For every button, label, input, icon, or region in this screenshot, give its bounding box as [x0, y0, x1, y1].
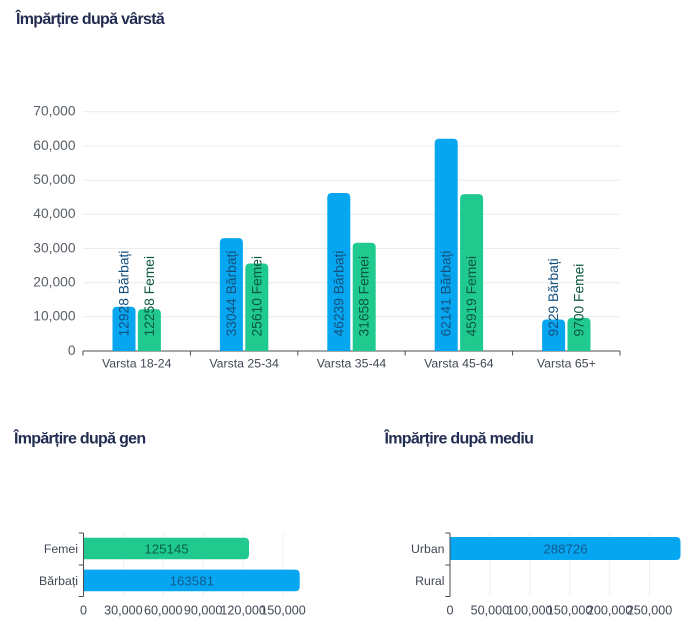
- svg-text:50,000: 50,000: [471, 603, 510, 617]
- svg-text:31658 Femei: 31658 Femei: [357, 256, 372, 337]
- svg-text:20,000: 20,000: [33, 275, 76, 290]
- svg-text:0: 0: [446, 603, 453, 617]
- svg-text:30,000: 30,000: [33, 240, 76, 255]
- svg-text:Femei: Femei: [44, 542, 78, 556]
- svg-text:9700 Femei: 9700 Femei: [572, 264, 587, 337]
- svg-text:30,000: 30,000: [104, 603, 143, 617]
- svg-text:60,000: 60,000: [33, 138, 76, 153]
- svg-text:0: 0: [80, 603, 87, 617]
- svg-text:10,000: 10,000: [33, 309, 76, 324]
- svg-text:12928 Bărbați: 12928 Bărbați: [117, 251, 132, 337]
- svg-text:200,000: 200,000: [587, 603, 633, 617]
- svg-text:100,000: 100,000: [507, 603, 553, 617]
- svg-text:125145: 125145: [144, 541, 188, 556]
- svg-text:50,000: 50,000: [33, 172, 76, 187]
- svg-text:25610 Femei: 25610 Femei: [249, 256, 264, 337]
- svg-text:Varsta 18-24: Varsta 18-24: [102, 357, 172, 371]
- svg-text:150,000: 150,000: [547, 603, 593, 617]
- svg-text:Urban: Urban: [411, 542, 445, 556]
- svg-text:Rural: Rural: [415, 574, 444, 588]
- svg-text:40,000: 40,000: [33, 206, 76, 221]
- svg-text:Bărbați: Bărbați: [39, 574, 78, 588]
- svg-text:46239 Bărbați: 46239 Bărbați: [331, 251, 346, 337]
- svg-text:0: 0: [68, 343, 76, 358]
- svg-text:288726: 288726: [543, 541, 587, 556]
- svg-text:33044 Bărbați: 33044 Bărbați: [224, 251, 239, 337]
- svg-text:90,000: 90,000: [184, 603, 223, 617]
- svg-text:62141 Bărbați: 62141 Bărbați: [439, 251, 454, 337]
- svg-text:Varsta 35-44: Varsta 35-44: [317, 357, 387, 371]
- svg-text:Împărțire după gen: Împărțire după gen: [13, 429, 145, 448]
- svg-text:12258 Femei: 12258 Femei: [142, 256, 157, 337]
- svg-text:250,000: 250,000: [627, 603, 673, 617]
- svg-text:Împărțire după vârstă: Împărțire după vârstă: [15, 9, 165, 28]
- svg-text:60,000: 60,000: [144, 603, 183, 617]
- svg-text:150,000: 150,000: [260, 603, 306, 617]
- svg-text:Împărțire după mediu: Împărțire după mediu: [384, 429, 534, 448]
- svg-text:Varsta 25-34: Varsta 25-34: [209, 357, 279, 371]
- svg-text:Varsta 65+: Varsta 65+: [537, 357, 596, 371]
- svg-text:Varsta 45-64: Varsta 45-64: [424, 357, 494, 371]
- svg-text:9229 Bărbați: 9229 Bărbați: [546, 258, 561, 336]
- svg-text:45919 Femei: 45919 Femei: [464, 256, 479, 337]
- svg-text:120,000: 120,000: [220, 603, 266, 617]
- svg-text:70,000: 70,000: [33, 104, 76, 119]
- svg-text:163581: 163581: [170, 573, 214, 588]
